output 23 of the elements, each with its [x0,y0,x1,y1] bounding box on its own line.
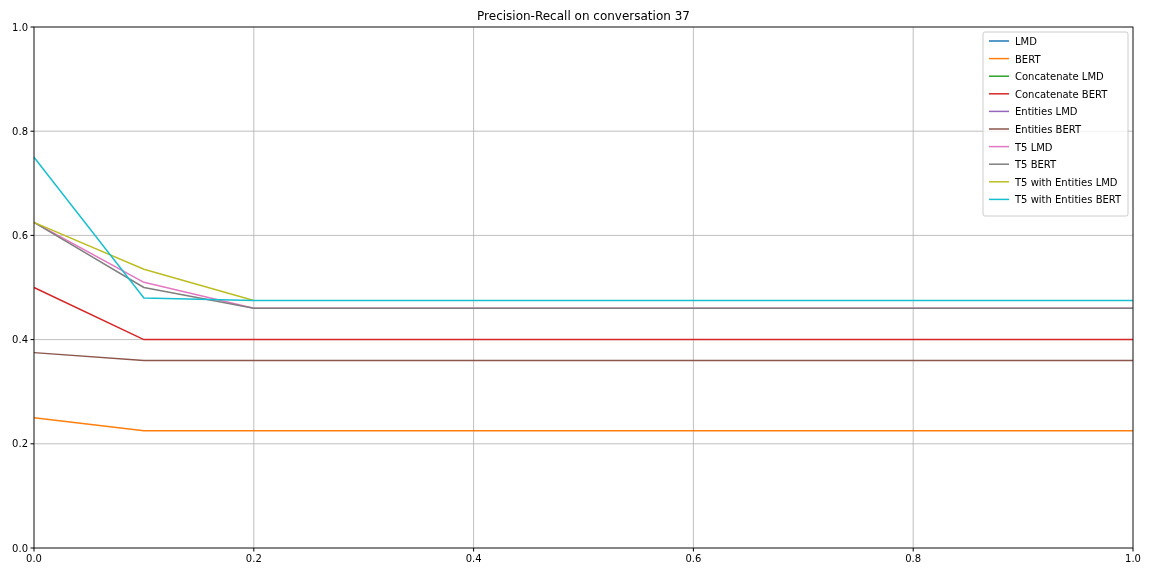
y-tick-label: 0.8 [12,125,28,137]
x-tick-label: 0.2 [245,553,262,564]
x-tick-label: 1.0 [1125,553,1141,564]
x-tick-label: 0.8 [905,553,922,564]
legend-label: Entities BERT [1015,124,1082,135]
x-tick-label: 0.6 [685,553,702,564]
legend-label: T5 with Entities BERT [1014,194,1123,206]
legend-label: LMD [1015,36,1038,47]
legend-label: T5 BERT [1014,159,1058,171]
chart-title: Precision-Recall on conversation 37 [477,9,690,23]
y-tick-label: 0.6 [12,229,28,241]
legend-label: T5 with Entities LMD [1014,176,1118,188]
legend-label: Concatenate LMD [1015,71,1105,83]
x-tick-label: 0.4 [465,553,482,564]
legend-label: BERT [1015,53,1042,65]
legend-label: Entities LMD [1015,106,1078,118]
y-tick-label: 0.0 [12,542,28,554]
y-tick-label: 0.2 [12,438,28,450]
y-tick-label: 1.0 [12,21,28,33]
legend-label: T5 LMD [1014,141,1053,153]
y-tick-label: 0.4 [12,334,28,346]
legend-label: Concatenate BERT [1015,88,1109,100]
x-tick-label: 0.0 [26,553,42,564]
